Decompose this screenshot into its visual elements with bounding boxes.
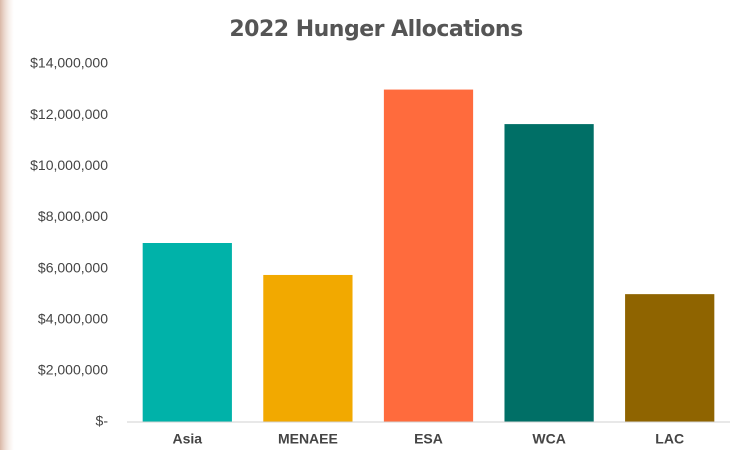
y-tick-label: $4,000,000 (38, 310, 108, 326)
y-tick-label: $12,000,000 (30, 106, 108, 122)
y-tick-label: $14,000,000 (30, 55, 108, 71)
x-tick-label: MENAEE (278, 431, 338, 447)
bar (142, 243, 232, 422)
bar (263, 274, 353, 422)
background-edge (0, 0, 14, 450)
chart-title: 2022 Hunger Allocations (229, 17, 523, 42)
y-tick-label: $- (96, 413, 109, 429)
x-tick-label: Asia (173, 431, 203, 447)
y-tick-label: $2,000,000 (38, 362, 108, 378)
bar (383, 89, 474, 423)
x-tick-label: LAC (655, 431, 684, 447)
y-tick-label: $6,000,000 (38, 259, 108, 275)
x-tick-label: WCA (532, 431, 565, 447)
y-tick-label: $8,000,000 (38, 208, 108, 224)
bar (504, 124, 594, 422)
bar (625, 294, 715, 422)
x-tick-label: ESA (414, 431, 443, 447)
y-tick-label: $10,000,000 (30, 157, 108, 173)
